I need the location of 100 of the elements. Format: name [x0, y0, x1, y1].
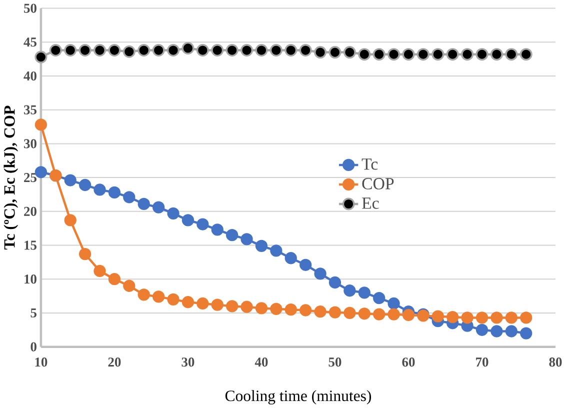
- point: [94, 44, 106, 56]
- point: [520, 48, 532, 60]
- point: [64, 174, 76, 186]
- point: [108, 272, 121, 286]
- point: [196, 297, 209, 310]
- point: [138, 198, 150, 210]
- point: [446, 310, 459, 324]
- point: [505, 325, 518, 338]
- point: [226, 228, 238, 242]
- point: [284, 303, 297, 316]
- point: [226, 44, 238, 56]
- point: [34, 166, 48, 178]
- point: [505, 48, 518, 60]
- point: [300, 258, 312, 271]
- point: [255, 302, 268, 314]
- x-tick-label: 70: [476, 357, 488, 367]
- point: [476, 48, 488, 60]
- point: [34, 118, 48, 131]
- point: [211, 44, 224, 56]
- y-tick-label: 5: [30, 308, 36, 318]
- x-tick-label: 60: [402, 357, 415, 367]
- point: [122, 45, 136, 58]
- point: [402, 48, 415, 60]
- point: [358, 286, 370, 299]
- point: [167, 207, 180, 220]
- y-tick-label: 15: [24, 240, 36, 250]
- point: [64, 44, 77, 56]
- y-tick-label: 20: [24, 206, 36, 216]
- point: [300, 304, 312, 316]
- point: [520, 312, 532, 324]
- y-tick-label: 35: [24, 105, 36, 114]
- y-tick-label: 50: [24, 4, 36, 13]
- y-tick-label: 25: [24, 172, 36, 182]
- point: [328, 306, 342, 318]
- point: [373, 308, 386, 320]
- point: [328, 46, 342, 58]
- point: [196, 218, 209, 230]
- point: [284, 44, 298, 56]
- point: [211, 298, 224, 311]
- point: [461, 312, 474, 324]
- point: [299, 44, 312, 56]
- point: [108, 44, 121, 56]
- point: [34, 50, 48, 64]
- point: [314, 305, 326, 318]
- point: [490, 48, 503, 60]
- point: [182, 214, 194, 226]
- point: [432, 310, 444, 322]
- point: [344, 284, 356, 297]
- point: [196, 44, 209, 56]
- point: [78, 248, 92, 260]
- point: [432, 48, 444, 60]
- point: [314, 46, 327, 58]
- point: [372, 48, 386, 60]
- point: [314, 268, 326, 280]
- y-tick-label: 45: [24, 38, 36, 47]
- legend-label: COP: [362, 178, 394, 190]
- point: [240, 44, 254, 56]
- point: [78, 178, 92, 191]
- point: [270, 302, 282, 315]
- point: [328, 276, 342, 288]
- point: [490, 312, 503, 324]
- point: [138, 288, 150, 301]
- legend-label: Tc: [362, 158, 378, 170]
- y-tick-label: 30: [24, 139, 36, 148]
- point: [270, 44, 282, 56]
- point: [446, 48, 459, 60]
- point: [520, 327, 532, 340]
- point: [358, 307, 370, 320]
- point: [358, 48, 371, 60]
- point: [402, 308, 415, 321]
- point: [152, 290, 165, 303]
- point: [49, 44, 62, 56]
- x-tick-label: 20: [108, 357, 121, 367]
- x-tick-label: 40: [254, 357, 268, 367]
- point: [182, 296, 194, 308]
- point: [226, 300, 238, 312]
- point: [123, 280, 136, 292]
- legend-label: Ec: [362, 198, 379, 209]
- x-tick-label: 80: [549, 357, 562, 367]
- y-tick-label: 0: [30, 342, 36, 352]
- point: [343, 46, 356, 58]
- point: [138, 44, 150, 56]
- point: [476, 312, 488, 324]
- point: [476, 324, 488, 336]
- point: [167, 44, 180, 56]
- point: [182, 42, 194, 54]
- point: [344, 306, 356, 319]
- point: [94, 264, 106, 277]
- point: [152, 201, 165, 214]
- point: [388, 297, 400, 310]
- point: [123, 191, 136, 204]
- point: [240, 300, 253, 313]
- point: [240, 233, 253, 246]
- point: [284, 252, 297, 264]
- y-tick-label: 40: [24, 71, 36, 80]
- x-tick-label: 50: [328, 357, 342, 367]
- point: [255, 44, 268, 56]
- x-tick-label: 30: [182, 357, 194, 367]
- point: [167, 293, 180, 306]
- point: [505, 312, 518, 324]
